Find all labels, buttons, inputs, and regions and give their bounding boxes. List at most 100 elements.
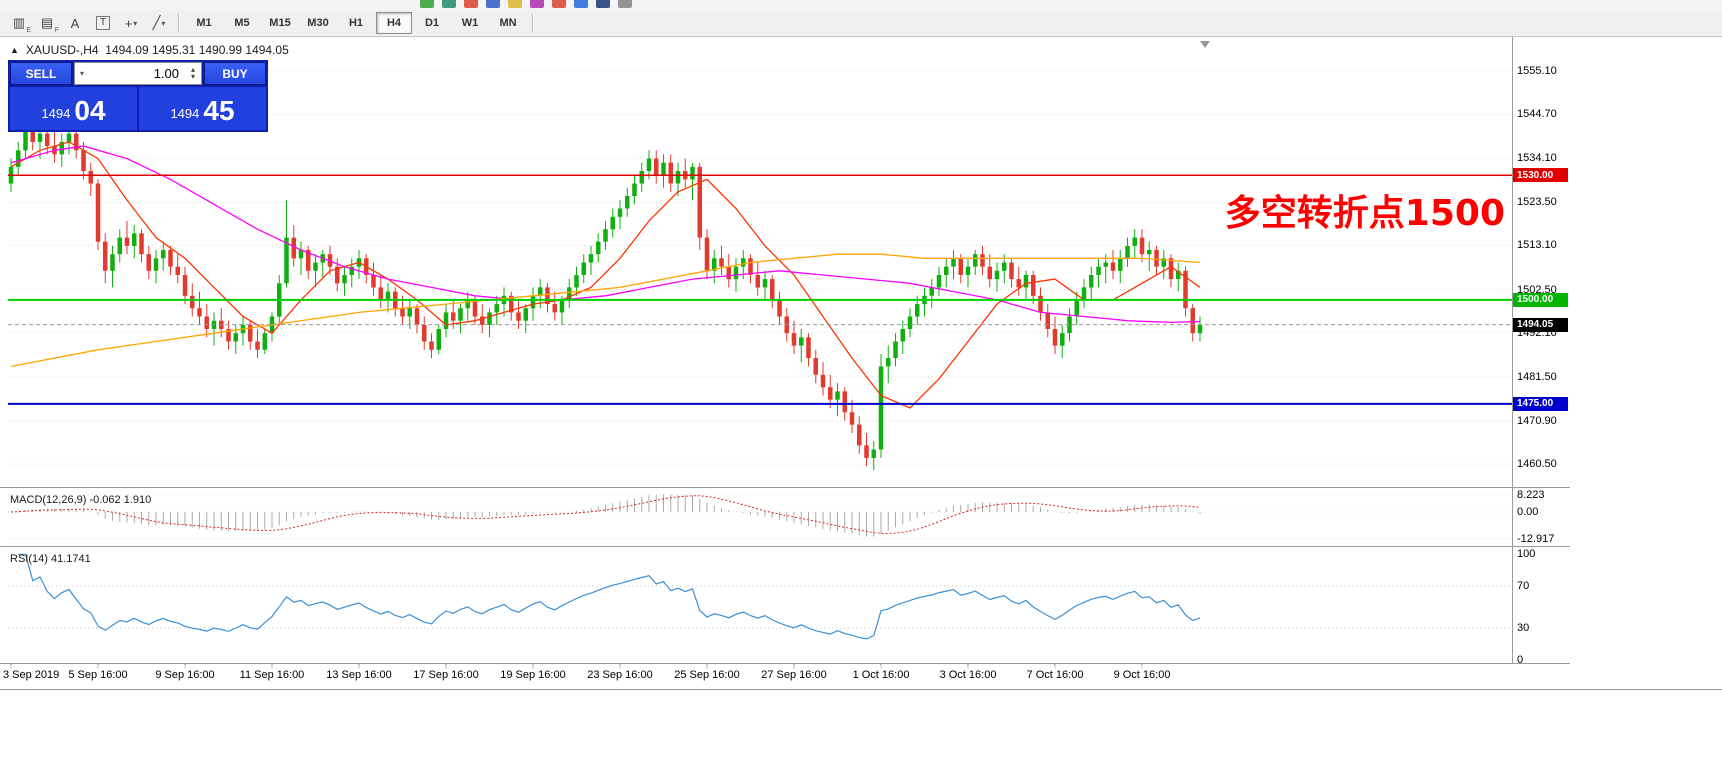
rsi-line-layer [18, 553, 1201, 640]
chart-toolbar: ▥ E ▤ F A T + ▾ ╱ ▾ M1 M5 M15 M30 H1 H4 D1 W1 MN [0, 10, 1722, 37]
timeframe-button-m5[interactable]: M5 [234, 17, 250, 29]
timeframe-group: M1 M5 M15 M30 H1 H4 D1 W1 MN [186, 12, 526, 34]
timeframe-button-h1[interactable]: H1 [348, 17, 364, 29]
volume-input[interactable]: ▾ 1.00 ▴ ▾ [74, 62, 202, 85]
trade-panel-collapse-arrow[interactable]: ▲ [10, 45, 19, 55]
clipped-toolbar-icon[interactable] [530, 0, 544, 8]
cursor-icon[interactable]: A [62, 13, 88, 34]
time-axis-label: 3 Sep 2019 [3, 669, 60, 681]
MA-slow [10, 253, 1201, 368]
clipped-toolbar-icon[interactable] [574, 0, 588, 8]
time-axis-label: 13 Sep 16:00 [326, 669, 392, 681]
macd-gridlines [8, 494, 1512, 540]
macd-signal-layer [10, 495, 1201, 535]
chart-shift-marker-icon[interactable] [1200, 41, 1210, 48]
MA-fast [10, 141, 1201, 409]
timeframe-button-m30[interactable]: M30 [307, 17, 329, 29]
dropdown-caret-icon[interactable]: ▾ [161, 18, 166, 28]
time-axis-label: 27 Sep 16:00 [761, 669, 827, 681]
volume-value[interactable]: 1.00 [153, 66, 179, 81]
price-tag-1530.00: 1530.00 [1513, 168, 1568, 183]
clipped-toolbar-icon[interactable] [552, 0, 566, 8]
clipped-toolbar-icon[interactable] [420, 0, 434, 8]
price-axis-label: 1470.90 [1517, 414, 1557, 427]
timeframe-button-m1[interactable]: M1 [196, 17, 212, 29]
text-label-icon[interactable]: T [90, 13, 116, 34]
buy-price-big: 45 [203, 95, 235, 126]
clipped-toolbar-icon[interactable] [442, 0, 456, 8]
macd-histogram-layer [17, 494, 1201, 537]
time-axis-label: 17 Sep 16:00 [413, 669, 479, 681]
charts-icon[interactable]: ▥ E [6, 13, 32, 34]
chart-ohlc-title: XAUUSD-,H4 1494.09 1495.31 1490.99 1494.… [25, 43, 289, 57]
crosshair-icon[interactable]: + ▾ [118, 13, 144, 34]
volume-dropdown-icon[interactable]: ▾ [79, 69, 84, 78]
price-tag-1500.00: 1500.00 [1513, 292, 1568, 307]
time-axis-label: 9 Oct 16:00 [1113, 669, 1171, 681]
price-axis-label: 1555.10 [1517, 64, 1557, 77]
profiles-icon-sub: F [54, 26, 59, 34]
timeframe-button-m15[interactable]: M15 [269, 17, 291, 29]
time-axis-label: 7 Oct 16:00 [1026, 669, 1084, 681]
sell-price-big: 04 [74, 95, 106, 126]
panel-divider-rsi-timeaxis [0, 663, 1570, 667]
panel-divider-main-macd [0, 487, 1570, 491]
macd-axis-label: 0.00 [1517, 505, 1539, 518]
charts-icon-sub: E [26, 26, 31, 34]
MA-medium [10, 145, 1201, 324]
time-axis-label: 11 Sep 16:00 [239, 669, 305, 681]
price-axis-label: 1502.50 [1517, 283, 1557, 296]
trade-controls-row: SELL ▾ 1.00 ▴ ▾ BUY [10, 62, 266, 85]
rsi-axis-label: 0 [1517, 653, 1524, 666]
clipped-toolbar-icon[interactable] [618, 0, 632, 8]
charts-icon-glyph: ▥ [12, 15, 26, 30]
buy-price-small: 1494 [170, 106, 200, 121]
sell-quote[interactable]: 1494 04 [10, 87, 137, 130]
profiles-icon-glyph: ▤ [40, 15, 54, 30]
line-tools-icon[interactable]: ╱ ▾ [146, 13, 172, 34]
timeframe-button-mn[interactable]: MN [499, 17, 517, 29]
volume-increase-icon[interactable]: ▴ [190, 65, 195, 75]
time-axis-label: 5 Sep 16:00 [68, 669, 128, 681]
rsi-axis-label: 70 [1517, 579, 1530, 592]
price-axis-separator [1512, 37, 1513, 663]
price-axis-label: 1534.10 [1517, 152, 1557, 165]
trade-quotes-row: 1494 04 1494 45 [10, 87, 266, 130]
panel-divider-macd-rsi [0, 546, 1570, 550]
volume-decrease-icon[interactable]: ▾ [190, 71, 195, 81]
dropdown-caret-icon[interactable]: ▾ [133, 18, 138, 28]
timeframe-button-h4[interactable]: H4 [376, 12, 412, 34]
time-axis-label: 19 Sep 16:00 [500, 669, 566, 681]
timeframe-button-w1[interactable]: W1 [461, 17, 479, 29]
cursor-icon-glyph: A [70, 15, 80, 31]
time-axis-label: 9 Sep 16:00 [155, 669, 215, 681]
time-axis-label: 23 Sep 16:00 [587, 669, 653, 681]
text-label-icon-glyph: T [95, 16, 111, 30]
macd-axis-label: 8.223 [1517, 488, 1545, 501]
macd-axis-label: -12.917 [1517, 532, 1555, 545]
time-axis-label: 3 Oct 16:00 [939, 669, 997, 681]
trend-annotation: 多空转折点1500 [1224, 193, 1505, 234]
time-axis-label: 1 Oct 16:00 [852, 669, 910, 681]
clipped-toolbar-icon[interactable] [596, 0, 610, 8]
chart-header: ▲ XAUUSD-,H4 1494.09 1495.31 1490.99 149… [10, 43, 289, 57]
clipped-toolbar-icon[interactable] [486, 0, 500, 8]
toolbar-separator [532, 14, 534, 32]
chart-shift-marker [1200, 41, 1210, 48]
rsi-gridlines [8, 585, 1512, 629]
macd-label: MACD(12,26,9) -0.062 1.910 [10, 494, 152, 506]
sell-button[interactable]: SELL [10, 62, 72, 85]
rsi-label: RSI(14) 41.1741 [10, 553, 91, 565]
buy-quote[interactable]: 1494 45 [139, 87, 266, 130]
toolbar-icon-group: ▥ E ▤ F A T + ▾ ╱ ▾ [6, 13, 172, 34]
toolbar-separator [178, 14, 180, 32]
clipped-toolbar-icon[interactable] [508, 0, 522, 8]
rsi-axis-label: 30 [1517, 622, 1530, 635]
buy-button[interactable]: BUY [204, 62, 266, 85]
clipped-toolbar-icon[interactable] [464, 0, 478, 8]
timeframe-button-d1[interactable]: D1 [424, 17, 440, 29]
price-tag-1494.05: 1494.05 [1513, 317, 1568, 332]
profiles-icon[interactable]: ▤ F [34, 13, 60, 34]
sell-price-small: 1494 [41, 106, 71, 121]
